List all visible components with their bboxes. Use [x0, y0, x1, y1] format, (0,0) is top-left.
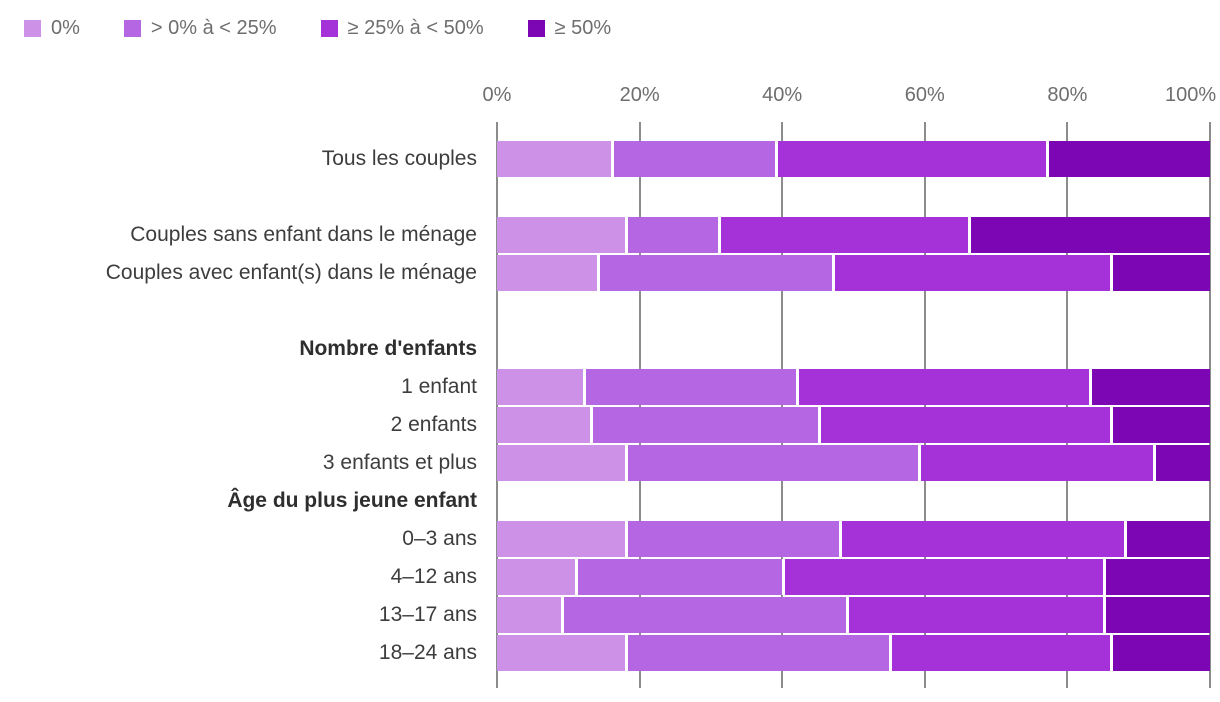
- axis-gridline: [923, 122, 926, 688]
- row-label: Couples avec enfant(s) dans le ménage: [105, 261, 477, 284]
- legend-label: > 0% à < 25%: [150, 16, 277, 39]
- legend-label: ≥ 25% à < 50%: [347, 16, 484, 39]
- bar-segment: [625, 521, 840, 557]
- bar-segment: [839, 521, 1125, 557]
- row-label: 4–12 ans: [390, 565, 477, 588]
- bar-segment: [1046, 141, 1210, 177]
- bar-segment: [782, 559, 1104, 595]
- axis-tick-label: 0%: [482, 84, 512, 106]
- bar-row: [497, 445, 1210, 481]
- bar-segment: [1124, 521, 1210, 557]
- bar-segment: [561, 597, 847, 633]
- row-label: 0–3 ans: [402, 527, 477, 550]
- bar-segment: [497, 521, 626, 557]
- legend-item: 0%: [24, 17, 80, 40]
- bar-segment: [796, 369, 1089, 405]
- bar-segment: [1103, 597, 1210, 633]
- row-group-header: Nombre d'enfants: [299, 337, 477, 360]
- legend-swatch-icon: [123, 19, 141, 37]
- row-label: Couples sans enfant dans le ménage: [130, 223, 477, 246]
- bar-segment: [497, 217, 626, 253]
- axis-gridline: [496, 122, 498, 688]
- legend-swatch-icon: [320, 19, 338, 37]
- row-label: Tous les couples: [321, 147, 477, 170]
- bar-segment: [497, 445, 626, 481]
- bar-row: [497, 141, 1210, 177]
- bar-segment: [1110, 255, 1210, 291]
- axis-gridline: [1066, 122, 1069, 688]
- bar-segment: [846, 597, 1104, 633]
- bar-segment: [1110, 407, 1210, 443]
- axis-tick-label: 40%: [762, 84, 803, 106]
- bar-segment: [497, 141, 612, 177]
- row-label: 1 enfant: [401, 375, 477, 398]
- bar-segment: [1088, 369, 1210, 405]
- bar-segment: [582, 369, 797, 405]
- bar-segment: [596, 255, 833, 291]
- bar-segment: [775, 141, 1046, 177]
- bar-segment: [917, 445, 1153, 481]
- row-group-header: Âge du plus jeune enfant: [227, 489, 477, 512]
- bar-segment: [1152, 445, 1210, 481]
- bar-segment: [625, 445, 918, 481]
- bar-segment: [497, 369, 583, 405]
- bar-segment: [967, 217, 1210, 253]
- bar-segment: [589, 407, 818, 443]
- bar-row: [497, 369, 1210, 405]
- bar-segment: [889, 635, 1111, 671]
- bar-segment: [497, 635, 626, 671]
- bar-segment: [1110, 635, 1210, 671]
- axis-tick-label: 60%: [904, 84, 945, 106]
- bar-row: [497, 597, 1210, 633]
- axis-gridline: [638, 122, 641, 688]
- bar-segment: [1103, 559, 1210, 595]
- legend-item: ≥ 50%: [527, 16, 612, 40]
- bar-segment: [497, 255, 597, 291]
- bar-segment: [832, 255, 1111, 291]
- legend-item: ≥ 25% à < 50%: [320, 16, 484, 40]
- axis-tick-label: 80%: [1047, 84, 1088, 106]
- bar-row: [497, 407, 1210, 443]
- bar-segment: [497, 559, 576, 595]
- row-label: 13–17 ans: [378, 603, 477, 626]
- axis-gridline: [781, 122, 784, 688]
- row-label: 3 enfants et plus: [322, 451, 477, 474]
- legend-label: 0%: [51, 16, 80, 39]
- bar-segment: [625, 217, 719, 253]
- bar-row: [497, 521, 1210, 557]
- legend-item: > 0% à < 25%: [123, 16, 277, 40]
- bar-row: [497, 559, 1210, 595]
- bar-segment: [718, 217, 968, 253]
- bar-segment: [497, 597, 562, 633]
- legend-label: ≥ 50%: [554, 16, 612, 39]
- axis-tick-label: 100%: [1164, 84, 1217, 106]
- legend-swatch-icon: [24, 19, 41, 37]
- axis-gridline: [1209, 122, 1211, 688]
- bar-segment: [497, 407, 590, 443]
- bar-segment: [611, 141, 776, 177]
- bar-row: [497, 217, 1210, 253]
- bar-segment: [575, 559, 783, 595]
- chart-legend: 0% > 0% à < 25% ≥ 25% à < 50% ≥ 50%: [24, 16, 611, 40]
- legend-swatch-icon: [527, 19, 545, 37]
- bar-row: [497, 635, 1210, 671]
- bar-segment: [625, 635, 890, 671]
- bar-row: [497, 255, 1210, 291]
- row-label: 18–24 ans: [378, 641, 477, 664]
- row-label: 2 enfants: [390, 413, 477, 436]
- axis-tick-label: 20%: [619, 84, 660, 106]
- bar-segment: [817, 407, 1111, 443]
